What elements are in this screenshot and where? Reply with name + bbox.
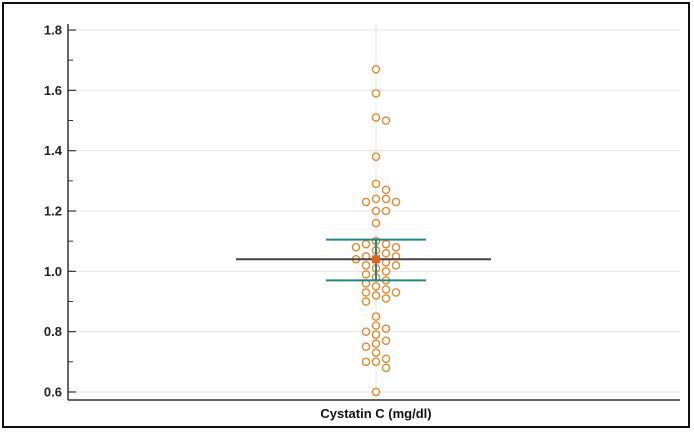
data-point-44: [361, 327, 371, 336]
data-point-34: [371, 282, 381, 291]
data-point-43: [381, 324, 391, 333]
data-point-16: [361, 239, 371, 249]
data-point-46: [381, 336, 391, 345]
data-point-27: [391, 260, 401, 270]
data-point-20: [381, 248, 391, 258]
data-point-41: [371, 312, 381, 321]
data-point-52: [361, 357, 371, 367]
data-point-39: [381, 294, 391, 303]
x-axis-title: Cystatin C (mg/dl): [320, 406, 431, 421]
data-point-49: [371, 348, 381, 358]
data-point-47: [371, 339, 381, 349]
data-point-35: [381, 285, 391, 294]
data-point-12: [381, 206, 391, 216]
data-point-9: [361, 197, 371, 207]
y-axis: [67, 24, 680, 401]
data-point-53: [381, 363, 391, 373]
data-point-6: [381, 185, 391, 195]
data-point-50: [381, 354, 391, 364]
summary-markers: [236, 238, 491, 282]
y-ticks: 0.6 0.8 1.0 1.2 1.4 1.6 1.8: [44, 23, 76, 399]
data-point-45: [371, 330, 381, 339]
mean-marker: [372, 255, 380, 264]
data-point-3: [381, 116, 391, 125]
y-tick-label: 0.6: [44, 384, 62, 399]
data-point-11: [371, 206, 381, 216]
data-point-26: [361, 260, 371, 270]
dot-plot-chart: 0.6 0.8 1.0 1.2 1.4 1.6 1.8 Cystatin C (mg/dl): [44, 23, 680, 421]
data-point-18: [351, 242, 361, 252]
data-point-40: [361, 297, 371, 306]
y-tick-label: 0.8: [44, 324, 62, 339]
y-tick-label: 1.0: [44, 264, 62, 279]
data-point-17: [391, 242, 401, 252]
data-point-51: [371, 357, 381, 367]
data-point-15: [381, 239, 391, 249]
data-point-1: [371, 89, 381, 98]
data-point-29: [381, 267, 391, 276]
data-point-54: [371, 387, 381, 397]
data-point-42: [371, 321, 381, 330]
y-tick-label: 1.2: [44, 204, 62, 219]
data-point-48: [361, 342, 371, 352]
data-point-0: [371, 64, 381, 74]
y-tick-label: 1.8: [44, 23, 62, 38]
data-point-4: [371, 152, 381, 162]
data-point-38: [371, 291, 381, 300]
chart-frame: 0.6 0.8 1.0 1.2 1.4 1.6 1.8 Cystatin C (mg/dl): [2, 2, 690, 428]
data-point-37: [391, 288, 401, 297]
data-point-13: [371, 218, 381, 228]
data-point-36: [361, 288, 371, 297]
y-tick-label: 1.4: [44, 143, 63, 158]
y-tick-label: 1.6: [44, 83, 62, 98]
data-point-2: [371, 113, 381, 122]
data-point-7: [371, 194, 381, 204]
data-point-10: [391, 197, 401, 207]
data-point-5: [371, 179, 381, 189]
data-point-30: [361, 270, 371, 279]
data-point-8: [381, 194, 391, 204]
